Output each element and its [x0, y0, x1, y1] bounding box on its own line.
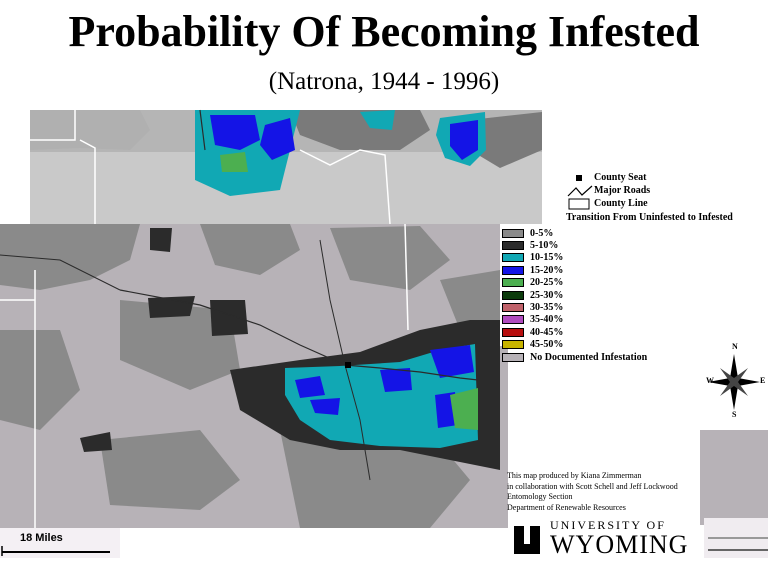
legend-swatch	[502, 315, 524, 325]
logo-wyoming-text: WYOMING	[550, 530, 689, 559]
legend-swatch	[502, 228, 524, 238]
main-map	[0, 223, 768, 528]
legend-label: County Line	[594, 198, 648, 209]
credit-line: This map produced by Kiana Zimmerman	[507, 471, 642, 480]
legend-class-row: No Documented Infestation	[502, 351, 702, 363]
map-title: Probability Of Becoming Infested	[68, 7, 700, 56]
scale-label: 18 Miles	[20, 532, 63, 544]
compass-rose-icon: N S E W	[700, 342, 768, 421]
legend-swatch	[502, 265, 524, 275]
legend-class-label: 45-50%	[530, 339, 564, 351]
university-logo	[512, 518, 768, 558]
legend-class-label: 25-30%	[530, 289, 564, 301]
credit-line: Entomology Section	[507, 492, 573, 501]
legend-row-major-roads: Major Roads	[566, 184, 768, 197]
legend-class-label: 40-45%	[530, 326, 564, 338]
legend-class-label: 35-40%	[530, 314, 564, 326]
symbol-legend: County Seat Major Roads County Line	[566, 171, 768, 210]
legend-class-label: 0-5%	[530, 227, 554, 239]
compass-north: N	[732, 342, 738, 351]
legend-class-label: 5-10%	[530, 240, 559, 252]
legend-class-label: 30-35%	[530, 302, 564, 314]
legend-row-county-seat: County Seat	[566, 171, 768, 184]
probability-legend: 0-5% 5-10% 10-15% 15-20% 20-25% 25-30% 3…	[502, 227, 702, 363]
legend-class-row: 5-10%	[502, 239, 702, 251]
legend-heading: Transition From Uninfested to Infested	[566, 212, 733, 223]
legend-swatch	[502, 241, 524, 251]
upper-map-strip	[30, 109, 542, 225]
legend-class-row: 0-5%	[502, 227, 702, 239]
road-line-icon	[566, 185, 594, 197]
legend-swatch	[502, 327, 524, 337]
legend-class-row: 30-35%	[502, 301, 702, 313]
legend-class-row: 45-50%	[502, 339, 702, 351]
legend-class-label: 15-20%	[530, 264, 564, 276]
county-line-icon	[566, 198, 594, 210]
credit-line: in collaboration with Scott Schell and J…	[507, 481, 678, 491]
legend-class-row: 25-30%	[502, 289, 702, 301]
legend-class-row: 15-20%	[502, 264, 702, 276]
legend-swatch	[502, 290, 524, 300]
logo-university-text: UNIVERSITY OF	[550, 518, 666, 532]
credit-line: Department of Renewable Resources	[507, 502, 626, 512]
legend-class-label: 10-15%	[530, 252, 564, 264]
legend-class-label: 20-25%	[530, 277, 564, 289]
legend-swatch	[502, 303, 524, 313]
legend-label: County Seat	[594, 172, 647, 183]
map-subtitle: (Natrona, 1944 - 1996)	[268, 68, 500, 95]
compass-east: E	[760, 376, 766, 385]
scale-bar-graphic	[0, 528, 120, 558]
legend-row-county-line: County Line	[566, 197, 768, 210]
map-credits: This map produced by Kiana Zimmerman in …	[507, 471, 737, 513]
legend-swatch	[502, 340, 524, 350]
legend-label: Major Roads	[594, 185, 651, 196]
legend-swatch	[502, 352, 524, 362]
compass-south: S	[732, 410, 737, 419]
legend-swatch	[502, 278, 524, 288]
legend-class-row: 35-40%	[502, 314, 702, 326]
county-seat-icon	[566, 172, 594, 184]
legend-class-row: 10-15%	[502, 252, 702, 264]
compass-west: W	[706, 376, 714, 385]
legend-class-row: 40-45%	[502, 326, 702, 338]
legend-swatch	[502, 253, 524, 263]
legend-class-row: 20-25%	[502, 277, 702, 289]
legend-class-label: No Documented Infestation	[530, 351, 648, 363]
